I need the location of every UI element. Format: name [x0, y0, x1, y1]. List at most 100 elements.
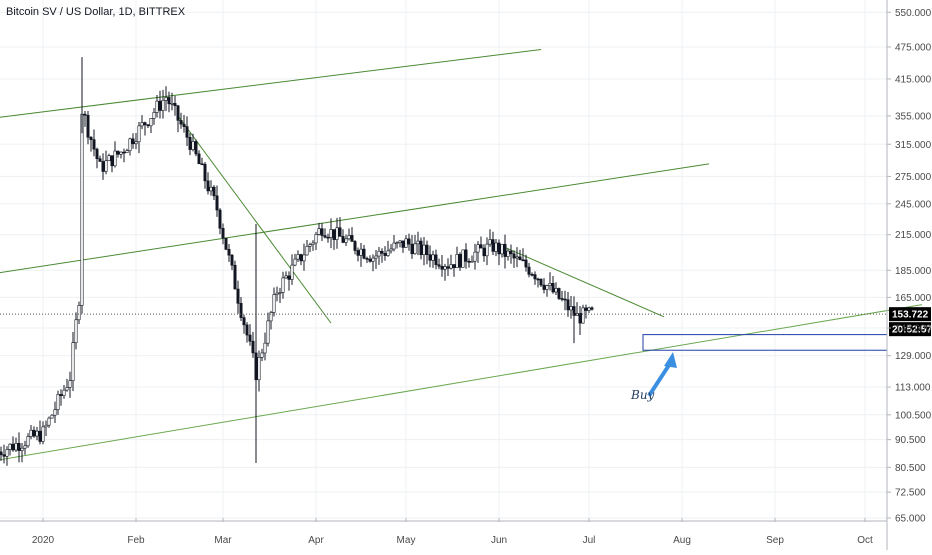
candle	[50, 414, 54, 419]
candle	[251, 340, 255, 354]
candle	[458, 254, 462, 268]
candle	[224, 237, 228, 250]
candle	[383, 253, 387, 256]
candle	[239, 303, 243, 318]
candle	[551, 283, 555, 293]
candle	[266, 320, 270, 344]
y-tick-label: 145.000	[895, 323, 932, 334]
x-tick-label: Feb	[127, 535, 145, 546]
candle	[581, 307, 585, 324]
candle	[236, 288, 240, 304]
candle	[98, 158, 102, 162]
trendline-1[interactable]	[0, 163, 710, 280]
candle	[398, 240, 402, 243]
candle	[377, 250, 381, 257]
candle	[347, 235, 351, 240]
candle	[401, 240, 405, 248]
candle	[104, 160, 108, 172]
trendline-4[interactable]	[498, 244, 665, 318]
candle	[533, 274, 537, 280]
y-tick-label: 415.000	[895, 74, 932, 85]
candle	[416, 240, 420, 245]
x-tick-label: May	[397, 535, 416, 546]
candle	[110, 155, 114, 167]
y-tick-label: 100.500	[895, 410, 932, 421]
candle	[32, 429, 36, 437]
candle	[227, 249, 231, 256]
candle	[374, 255, 378, 259]
overlays: Buy 153.722 20:52:57	[0, 307, 932, 402]
y-tick-label: 315.000	[895, 140, 932, 151]
candle	[194, 141, 198, 155]
candle	[497, 242, 501, 255]
candle	[38, 430, 42, 442]
candle	[86, 114, 90, 138]
candle	[332, 229, 336, 240]
y-tick-label: 165.000	[895, 293, 932, 304]
candle	[158, 100, 162, 111]
candle	[122, 151, 126, 154]
candle	[188, 136, 192, 150]
candle	[143, 122, 147, 126]
candle	[566, 299, 570, 311]
candle	[407, 238, 411, 245]
candle	[344, 238, 348, 243]
candle	[242, 317, 246, 326]
candle	[200, 163, 204, 166]
candle	[53, 409, 57, 416]
buy-zone-box[interactable]	[642, 334, 888, 351]
candle	[116, 150, 120, 155]
candle	[257, 357, 261, 381]
candle	[275, 292, 279, 295]
candle	[77, 305, 81, 321]
x-tick-label: Sep	[766, 535, 784, 546]
candle	[92, 139, 96, 150]
y-tick-label: 245.000	[895, 199, 932, 210]
candle	[485, 243, 489, 257]
candle	[467, 261, 471, 263]
candle	[527, 266, 531, 275]
trendline-3[interactable]	[177, 115, 332, 324]
candle	[290, 264, 294, 280]
y-tick-label: 475.000	[895, 42, 932, 53]
candle	[476, 244, 480, 253]
candle	[107, 155, 111, 162]
grid	[0, 0, 887, 519]
candle	[386, 250, 390, 256]
candle	[215, 195, 219, 211]
candle	[95, 148, 99, 160]
candle	[431, 254, 435, 261]
candle	[509, 250, 513, 255]
candle	[491, 239, 495, 252]
candle	[530, 274, 534, 276]
candle	[314, 234, 318, 244]
candle	[23, 445, 27, 449]
candles	[0, 57, 594, 466]
candle	[323, 235, 327, 238]
trendline-2[interactable]	[0, 304, 923, 461]
candle	[548, 283, 552, 286]
buy-arrow-head	[664, 352, 677, 369]
candle	[341, 236, 345, 243]
y-tick-label: 72.500	[895, 488, 926, 499]
candle	[389, 248, 393, 252]
candle	[590, 307, 594, 310]
candle	[320, 228, 324, 236]
x-tick-label: Oct	[857, 535, 873, 546]
y-tick-label: 185.000	[895, 266, 932, 277]
y-tick-label: 113.000	[895, 383, 931, 394]
candle	[557, 288, 561, 299]
candle	[299, 254, 303, 262]
y-tick-label: 65.000	[895, 514, 926, 525]
last-price-tag	[889, 307, 931, 322]
candle	[206, 180, 210, 192]
candle	[434, 254, 438, 266]
candle	[500, 243, 504, 255]
candle	[260, 352, 264, 358]
candle	[146, 124, 150, 127]
trendline-0[interactable]	[0, 48, 542, 122]
candle	[170, 103, 174, 105]
